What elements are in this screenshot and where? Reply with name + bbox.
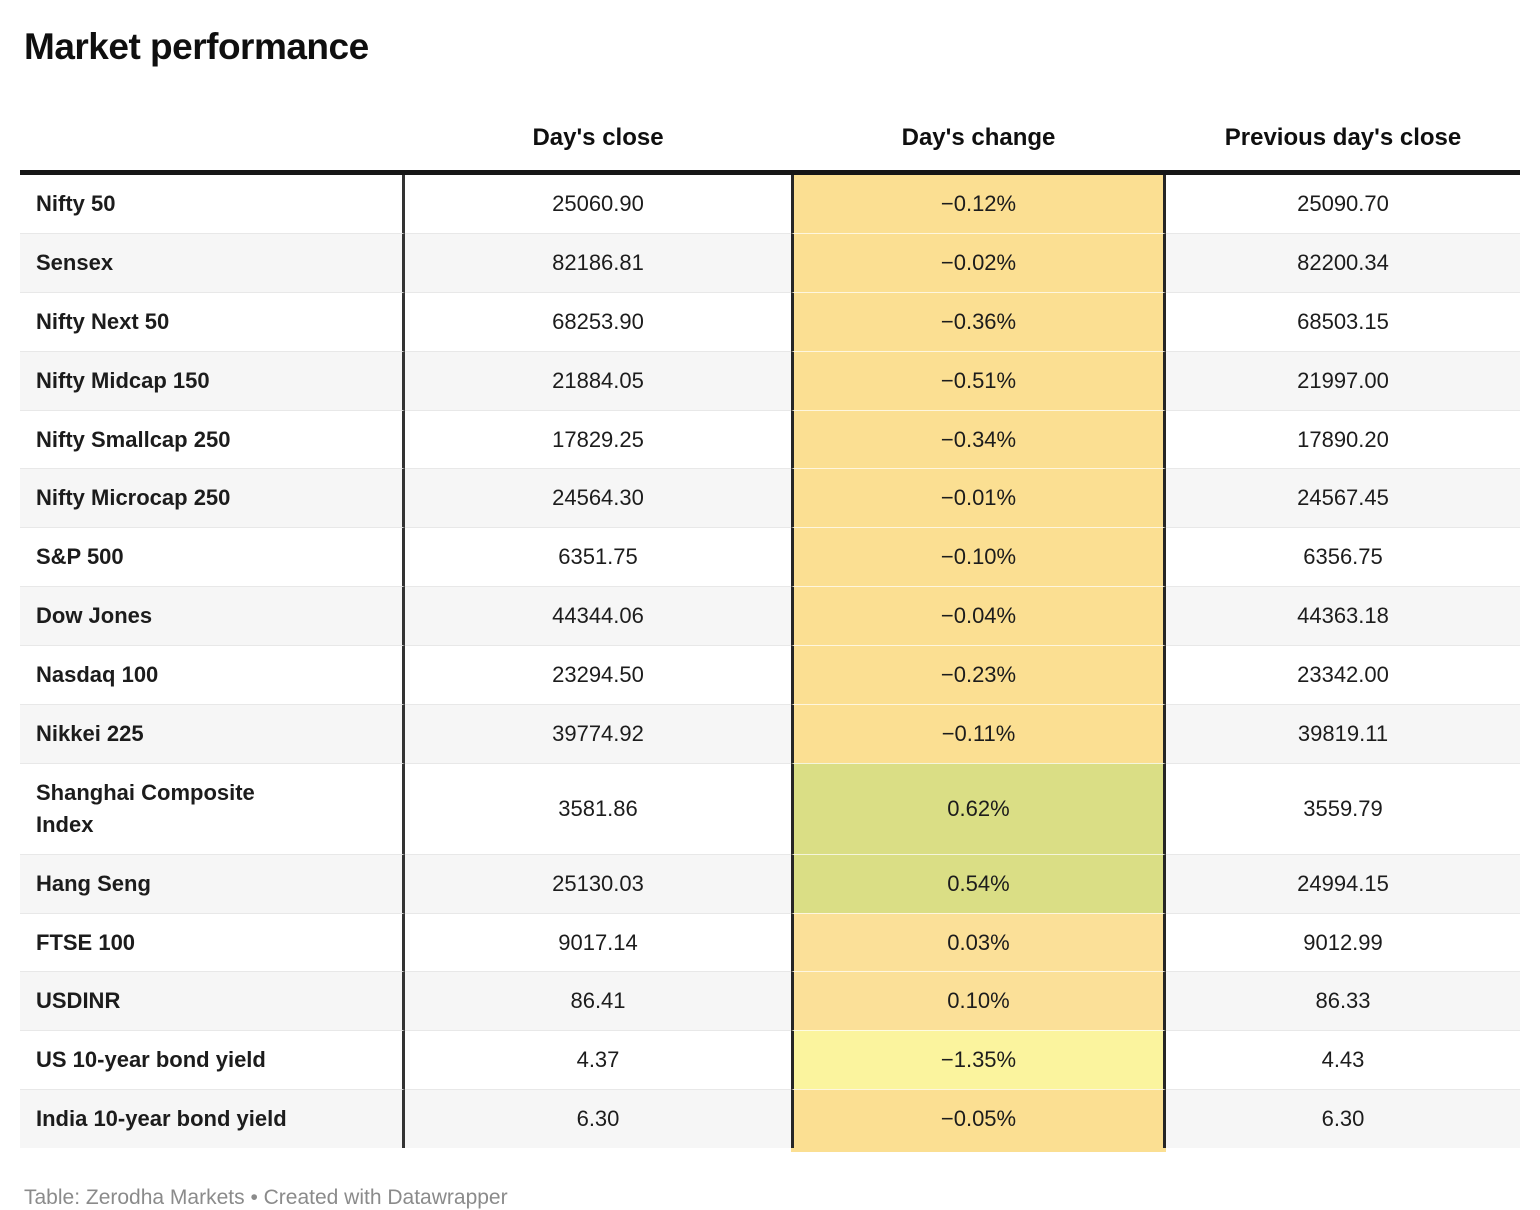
previous-close-value: 23342.00	[1166, 645, 1520, 704]
table-header-row: Day's close Day's change Previous day's …	[20, 74, 1520, 175]
table-row: Nifty Smallcap 250 17829.25 −0.34% 17890.20	[20, 409, 1520, 469]
previous-close-value: 82200.34	[1166, 232, 1520, 292]
days-close-value: 17829.25	[405, 409, 791, 469]
days-change-value: 0.10%	[791, 971, 1166, 1031]
days-close-value: 68253.90	[405, 291, 791, 351]
attribution-created-text: Created with	[263, 1186, 388, 1210]
previous-close-value: 21997.00	[1166, 350, 1520, 410]
attribution-prefix: Table:	[24, 1186, 86, 1210]
table-row: Nikkei 225 39774.92 −0.11% 39819.11	[20, 704, 1520, 763]
days-change-value: −0.02%	[791, 232, 1166, 292]
days-change-value: −1.35%	[791, 1030, 1166, 1090]
days-close-value: 25130.03	[405, 853, 791, 913]
days-close-value: 86.41	[405, 971, 791, 1031]
table-row: Sensex 82186.81 −0.02% 82200.34	[20, 232, 1520, 292]
table-row: US 10-year bond yield 4.37 −1.35% 4.43	[20, 1030, 1520, 1090]
table-row: Nifty Midcap 150 21884.05 −0.51% 21997.00	[20, 350, 1520, 410]
row-label: India 10-year bond yield	[20, 1089, 405, 1149]
column-header-days-change: Day's change	[791, 74, 1166, 175]
row-label: Hang Seng	[20, 853, 405, 913]
previous-close-value: 44363.18	[1166, 586, 1520, 646]
row-label: Nifty Smallcap 250	[20, 409, 405, 469]
row-label: Nifty Next 50	[20, 291, 405, 351]
table-body: Nifty 50 25060.90 −0.12% 25090.70 Sensex 8218…	[20, 175, 1520, 1149]
days-change-value: −0.23%	[791, 645, 1166, 705]
previous-close-value: 3559.79	[1166, 762, 1520, 854]
row-label: FTSE 100	[20, 912, 405, 972]
previous-close-value: 17890.20	[1166, 409, 1520, 469]
table-row: S&P 500 6351.75 −0.10% 6356.75	[20, 527, 1520, 587]
table-row: Nasdaq 100 23294.50 −0.23% 23342.00	[20, 645, 1520, 705]
previous-close-value: 24567.45	[1166, 468, 1520, 528]
row-label: Shanghai Composite Index	[20, 762, 405, 854]
row-label: Nifty 50	[20, 175, 405, 233]
days-change-value: −0.10%	[791, 527, 1166, 587]
days-change-value: 0.03%	[791, 912, 1166, 972]
days-close-value: 39774.92	[405, 704, 791, 763]
row-label: Nifty Midcap 150	[20, 350, 405, 410]
days-close-value: 23294.50	[405, 645, 791, 704]
attribution-source-link[interactable]: Zerodha Markets	[85, 1186, 245, 1210]
column-header-days-close: Day's close	[405, 74, 791, 175]
previous-close-value: 6.30	[1166, 1089, 1520, 1149]
days-change-value: 0.62%	[791, 762, 1166, 854]
days-close-value: 4.37	[405, 1030, 791, 1089]
datawrapper-link[interactable]: Datawrapper	[387, 1186, 508, 1210]
table-row: Shanghai Composite Index 3581.86 0.62% 3559…	[20, 762, 1520, 854]
row-label: Dow Jones	[20, 586, 405, 646]
column-header-blank	[20, 74, 405, 175]
market-performance-table: Day's close Day's change Previous day's …	[20, 74, 1520, 1149]
row-label: US 10-year bond yield	[20, 1030, 405, 1090]
page-title: Market performance	[24, 26, 369, 67]
table-row: Nifty Microcap 250 24564.30 −0.01% 24567.45	[20, 468, 1520, 528]
days-change-value: −0.12%	[791, 175, 1166, 233]
days-close-value: 44344.06	[405, 586, 791, 646]
days-change-value: −0.05%	[791, 1089, 1166, 1149]
days-change-value: −0.11%	[791, 704, 1166, 763]
table-row: Nifty Next 50 68253.90 −0.36% 68503.15	[20, 291, 1520, 351]
days-change-value: 0.54%	[791, 853, 1166, 913]
days-close-value: 9017.14	[405, 912, 791, 972]
previous-close-value: 24994.15	[1166, 853, 1520, 913]
days-close-value: 21884.05	[405, 350, 791, 410]
previous-close-value: 6356.75	[1166, 527, 1520, 586]
table-row: Nifty 50 25060.90 −0.12% 25090.70	[20, 175, 1520, 233]
days-close-value: 6351.75	[405, 527, 791, 586]
previous-close-value: 39819.11	[1166, 704, 1520, 763]
previous-close-value: 68503.15	[1166, 291, 1520, 351]
days-close-value: 3581.86	[405, 762, 791, 854]
row-label: Nikkei 225	[20, 704, 405, 763]
days-change-value: −0.34%	[791, 409, 1166, 469]
days-close-value: 25060.90	[552, 191, 644, 216]
days-change-value: −0.36%	[791, 291, 1166, 351]
days-change-value: −0.04%	[791, 586, 1166, 646]
row-label: S&P 500	[20, 527, 405, 587]
row-label: Nasdaq 100	[20, 645, 405, 705]
previous-close-value: 4.43	[1166, 1030, 1520, 1089]
attribution-separator: •	[244, 1186, 264, 1210]
row-label: USDINR	[20, 971, 405, 1031]
attribution: Table: Zerodha Markets • Created with Da…	[24, 1186, 1520, 1210]
table-row: Hang Seng 25130.03 0.54% 24994.15	[20, 853, 1520, 913]
days-close-value: 6.30	[405, 1089, 791, 1149]
days-change-value: −0.51%	[791, 350, 1166, 410]
row-label: Nifty Microcap 250	[20, 468, 405, 528]
table-header: Day's close Day's change Previous day's …	[20, 74, 1520, 175]
previous-close-value: 25090.70	[1297, 191, 1389, 216]
table-row: USDINR 86.41 0.10% 86.33	[20, 971, 1520, 1031]
days-change-value: −0.01%	[791, 468, 1166, 528]
days-close-value: 82186.81	[405, 232, 791, 292]
table-row: India 10-year bond yield 6.30 −0.05% 6.30	[20, 1089, 1520, 1149]
column-header-previous-close: Previous day's close	[1166, 74, 1520, 175]
row-label: Sensex	[20, 232, 405, 292]
previous-close-value: 86.33	[1166, 971, 1520, 1031]
days-close-value: 24564.30	[405, 468, 791, 528]
table-row: FTSE 100 9017.14 0.03% 9012.99	[20, 912, 1520, 972]
table-row: Dow Jones 44344.06 −0.04% 44363.18	[20, 586, 1520, 646]
previous-close-value: 9012.99	[1166, 912, 1520, 972]
